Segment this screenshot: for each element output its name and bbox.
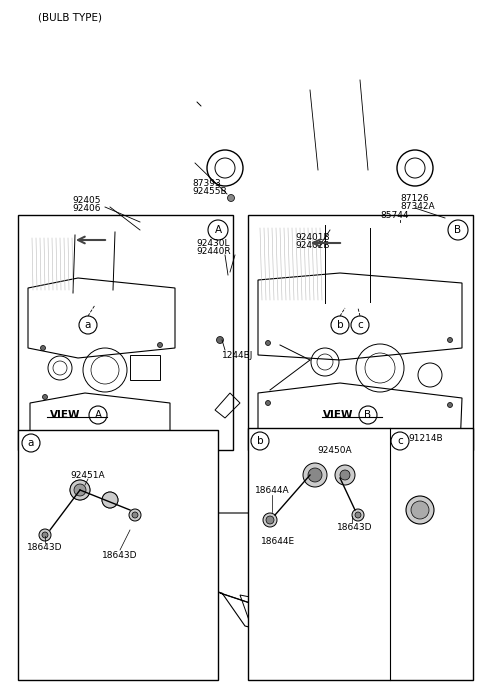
Circle shape [412,217,418,223]
Text: 92430L: 92430L [196,239,229,248]
Circle shape [216,336,224,343]
Circle shape [355,512,361,518]
Text: 92455B: 92455B [192,186,227,195]
Text: 92451A: 92451A [71,471,105,480]
Text: 87342A: 87342A [400,202,434,211]
Text: b: b [336,320,343,330]
Text: B: B [455,225,462,235]
Circle shape [102,492,118,508]
Circle shape [251,432,269,450]
Text: 92450A: 92450A [318,446,352,455]
Circle shape [392,220,398,226]
Circle shape [228,195,235,202]
Text: A: A [215,225,222,235]
Circle shape [79,316,97,334]
Text: 92405: 92405 [72,195,100,204]
Text: 18643D: 18643D [102,550,138,559]
Circle shape [266,516,274,524]
Circle shape [331,316,349,334]
Circle shape [352,509,364,521]
Circle shape [340,470,350,480]
Circle shape [448,220,468,240]
Text: b: b [257,436,264,446]
Bar [248,428,473,680]
Text: 18643D: 18643D [337,524,373,533]
Circle shape [351,316,369,334]
Circle shape [335,465,355,485]
Circle shape [39,529,51,541]
Circle shape [263,513,277,527]
Text: 92401B: 92401B [295,233,330,241]
Text: a: a [85,320,91,330]
Text: 85744: 85744 [380,211,408,219]
Circle shape [40,345,46,350]
Circle shape [447,338,453,343]
Text: 18643D: 18643D [27,544,63,552]
Circle shape [303,463,327,487]
Text: 87393: 87393 [192,178,221,188]
Circle shape [132,512,138,518]
Circle shape [70,480,90,500]
Text: 87126: 87126 [400,193,429,202]
Text: B: B [364,410,372,420]
Circle shape [411,501,429,519]
Circle shape [208,220,228,240]
Text: (BULB TYPE): (BULB TYPE) [38,12,102,22]
Bar [130,355,160,380]
Text: 91214B: 91214B [408,433,443,442]
Circle shape [308,468,322,482]
Bar [248,215,473,450]
Circle shape [129,509,141,521]
Polygon shape [183,526,200,550]
Polygon shape [446,550,458,570]
Circle shape [447,402,453,407]
Text: 18644E: 18644E [261,537,295,546]
Circle shape [42,532,48,538]
Text: c: c [357,320,363,330]
Text: 18644A: 18644A [255,486,289,495]
Text: 1244BJ: 1244BJ [222,350,253,360]
Circle shape [359,406,377,424]
Text: VIEW: VIEW [50,410,80,420]
Text: 92406: 92406 [72,204,100,213]
Circle shape [102,492,118,508]
Circle shape [70,480,90,500]
Text: 92440R: 92440R [196,246,230,255]
Text: 92402B: 92402B [295,241,329,250]
Text: a: a [28,438,34,448]
Circle shape [89,406,107,424]
Text: c: c [397,436,403,446]
Circle shape [406,496,434,524]
Text: VIEW: VIEW [323,410,353,420]
Bar [18,430,218,680]
Circle shape [265,341,271,345]
Circle shape [265,400,271,405]
Bar [18,215,233,450]
Circle shape [74,484,86,496]
Circle shape [391,432,409,450]
Circle shape [22,434,40,452]
Text: A: A [95,410,102,420]
Circle shape [43,394,48,400]
Circle shape [157,343,163,347]
